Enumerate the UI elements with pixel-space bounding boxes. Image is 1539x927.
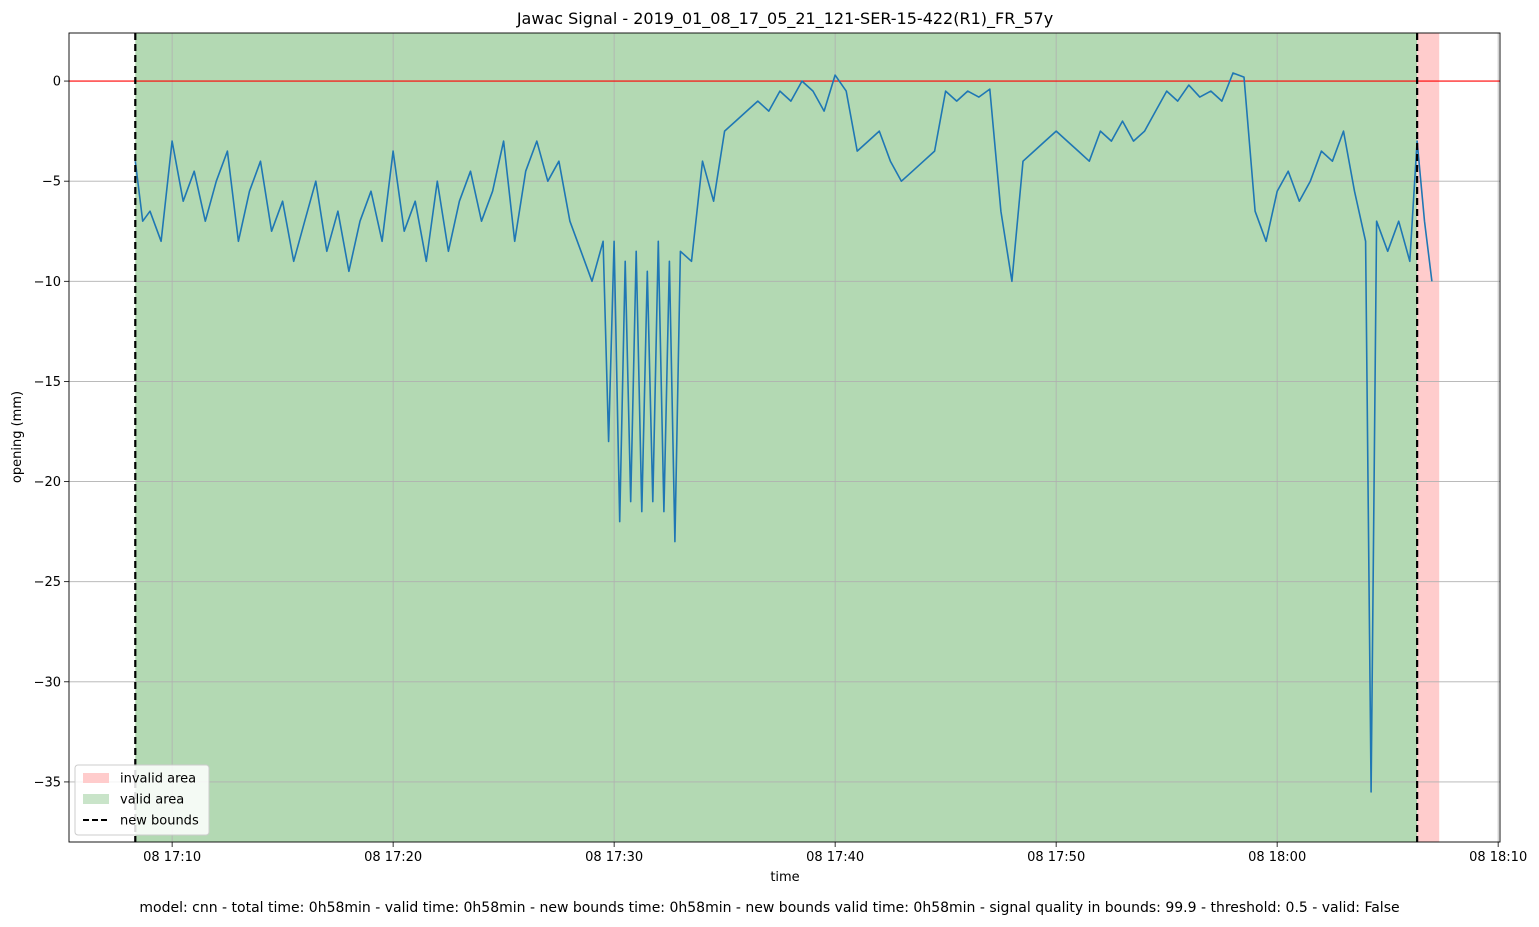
y-tick-label: −35: [34, 775, 61, 790]
x-tick-label: 08 17:50: [1027, 850, 1085, 865]
series-layer: [134, 72, 1433, 793]
y-tick-label: −20: [34, 475, 61, 490]
x-axis-label: time: [770, 870, 799, 885]
chart-title: Jawac Signal - 2019_01_08_17_05_21_121-S…: [516, 9, 1053, 29]
x-tick-label: 08 18:10: [1469, 850, 1527, 865]
y-tick-label: −30: [34, 675, 61, 690]
y-tick-label: 0: [53, 75, 61, 90]
x-tick-label: 08 17:40: [806, 850, 864, 865]
x-tick-label: 08 18:00: [1248, 850, 1306, 865]
shaded-areas: [135, 33, 1440, 842]
legend: invalid area valid area new bounds: [74, 764, 210, 836]
y-tick-label: −10: [34, 275, 61, 290]
x-tick-label: 08 17:20: [364, 850, 422, 865]
signal-series-line: [134, 72, 1433, 793]
x-axis-ticks: 08 17:10 08 17:20 08 17:30 08 17:40 08 17:50…: [143, 842, 1527, 865]
valid-area-band: [135, 33, 1418, 842]
y-tick-label: −25: [34, 575, 61, 590]
invalid-area-band: [1417, 33, 1440, 842]
legend-swatch: [83, 773, 109, 783]
x-tick-label: 08 17:30: [585, 850, 643, 865]
chart: Jawac Signal - 2019_01_08_17_05_21_121-S…: [10, 9, 1527, 885]
y-tick-label: −5: [42, 175, 61, 190]
plot-frame: [68, 32, 1501, 843]
new-bounds-lines: [134, 33, 1419, 842]
legend-swatch: [83, 794, 109, 804]
y-axis-ticks: 0 −5 −10 −15 −20 −25 −30 −35: [34, 75, 69, 790]
plot-border: [68, 32, 1501, 843]
legend-label: new bounds: [120, 814, 199, 829]
x-tick-label: 08 17:10: [143, 850, 201, 865]
legend-label: valid area: [120, 793, 184, 808]
footer-summary: model: cnn - total time: 0h58min - valid…: [139, 900, 1400, 916]
legend-label: invalid area: [120, 772, 196, 787]
y-tick-label: −15: [34, 375, 61, 390]
y-axis-label: opening (mm): [10, 391, 25, 483]
